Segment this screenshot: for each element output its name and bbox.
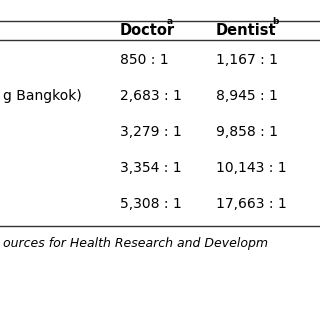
Text: 850 : 1: 850 : 1 [120, 53, 169, 67]
Text: 1,167 : 1: 1,167 : 1 [216, 53, 278, 67]
Text: b: b [272, 17, 278, 26]
Text: a: a [166, 17, 172, 26]
Text: 10,143 : 1: 10,143 : 1 [216, 161, 287, 175]
Text: 2,683 : 1: 2,683 : 1 [120, 89, 182, 103]
Text: g Bangkok): g Bangkok) [3, 89, 82, 103]
Text: 8,945 : 1: 8,945 : 1 [216, 89, 278, 103]
Text: 9,858 : 1: 9,858 : 1 [216, 125, 278, 139]
Text: 5,308 : 1: 5,308 : 1 [120, 197, 182, 211]
Text: ources for Health Research and Developm: ources for Health Research and Developm [3, 237, 268, 250]
Text: Dentist: Dentist [216, 23, 276, 38]
Text: 17,663 : 1: 17,663 : 1 [216, 197, 287, 211]
Text: 3,279 : 1: 3,279 : 1 [120, 125, 182, 139]
Text: 3,354 : 1: 3,354 : 1 [120, 161, 182, 175]
Text: Doctor: Doctor [120, 23, 175, 38]
